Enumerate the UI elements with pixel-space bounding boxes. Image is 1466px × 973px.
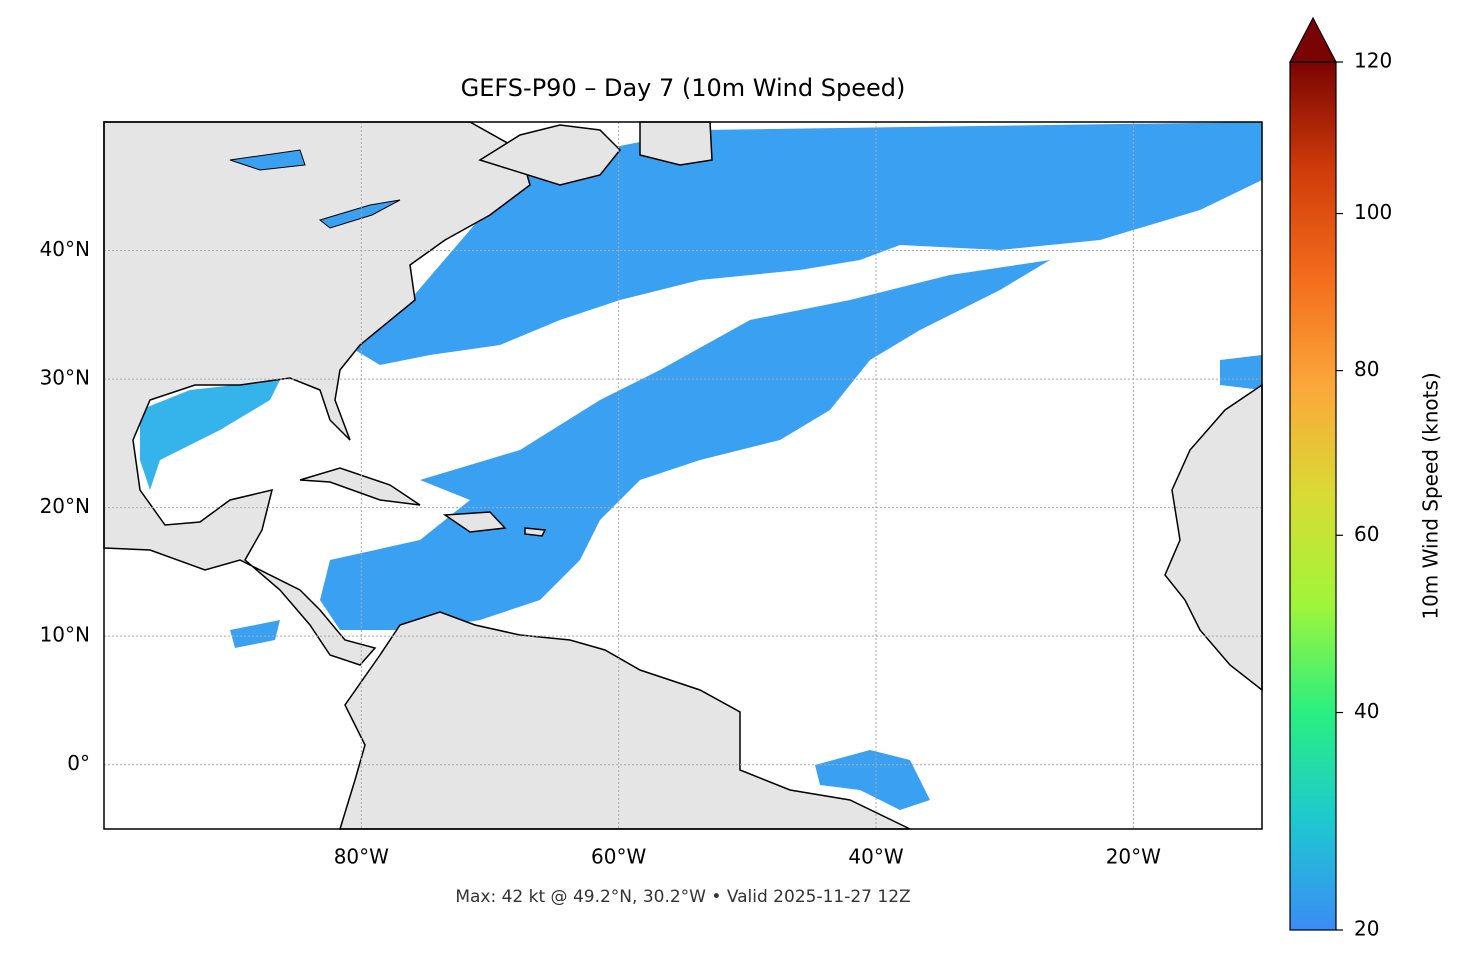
x-tick-label: 40°W (848, 845, 903, 869)
y-tick-label: 30°N (40, 366, 90, 390)
map-frame (103, 121, 1263, 830)
north-america (103, 121, 531, 666)
chart-title: GEFS-P90 – Day 7 (10m Wind Speed) (461, 74, 906, 102)
colorbar-label: 10m Wind Speed (knots) (1419, 372, 1443, 619)
colorbar-tick-label: 20 (1354, 917, 1379, 941)
cuba (299, 467, 421, 506)
maritimes (478, 124, 622, 186)
map (103, 121, 1263, 830)
x-tick-label: 20°W (1106, 845, 1161, 869)
wind-area (140, 380, 280, 490)
colorbar: 10m Wind Speed (knots) 20 40 60 80 100 120 (1289, 16, 1443, 941)
puerto-rico (524, 527, 547, 537)
colorbar-tick-label: 40 (1354, 699, 1379, 723)
land (103, 121, 1263, 830)
colorbar-extend (1289, 16, 1337, 63)
y-tick-label: 0° (67, 751, 90, 775)
wind-area (1220, 355, 1262, 390)
grid (104, 122, 1262, 829)
south-america (338, 611, 911, 830)
y-tick-label: 10°N (40, 623, 90, 647)
colorbar-tick-label: 60 (1354, 522, 1379, 546)
colorbar-tick-label: 80 (1354, 357, 1379, 381)
footnote: Max: 42 kt @ 49.2°N, 30.2°W • Valid 2025… (455, 887, 910, 907)
wind-area (230, 620, 280, 648)
colorbar-tick-label: 100 (1354, 200, 1392, 224)
y-tick-label: 20°N (40, 494, 90, 518)
colorbar-tick-label: 120 (1354, 49, 1392, 73)
x-tick-label: 80°W (334, 845, 389, 869)
wind-field (140, 122, 1262, 810)
x-tick-label: 60°W (591, 845, 646, 869)
africa (1164, 383, 1263, 692)
wind-area (355, 122, 1262, 365)
colorbar-frame (1289, 61, 1337, 931)
y-tick-label: 40°N (40, 237, 90, 261)
colorbar-gradient (1290, 62, 1336, 930)
hispaniola (442, 511, 507, 533)
wind-area (320, 260, 1050, 630)
